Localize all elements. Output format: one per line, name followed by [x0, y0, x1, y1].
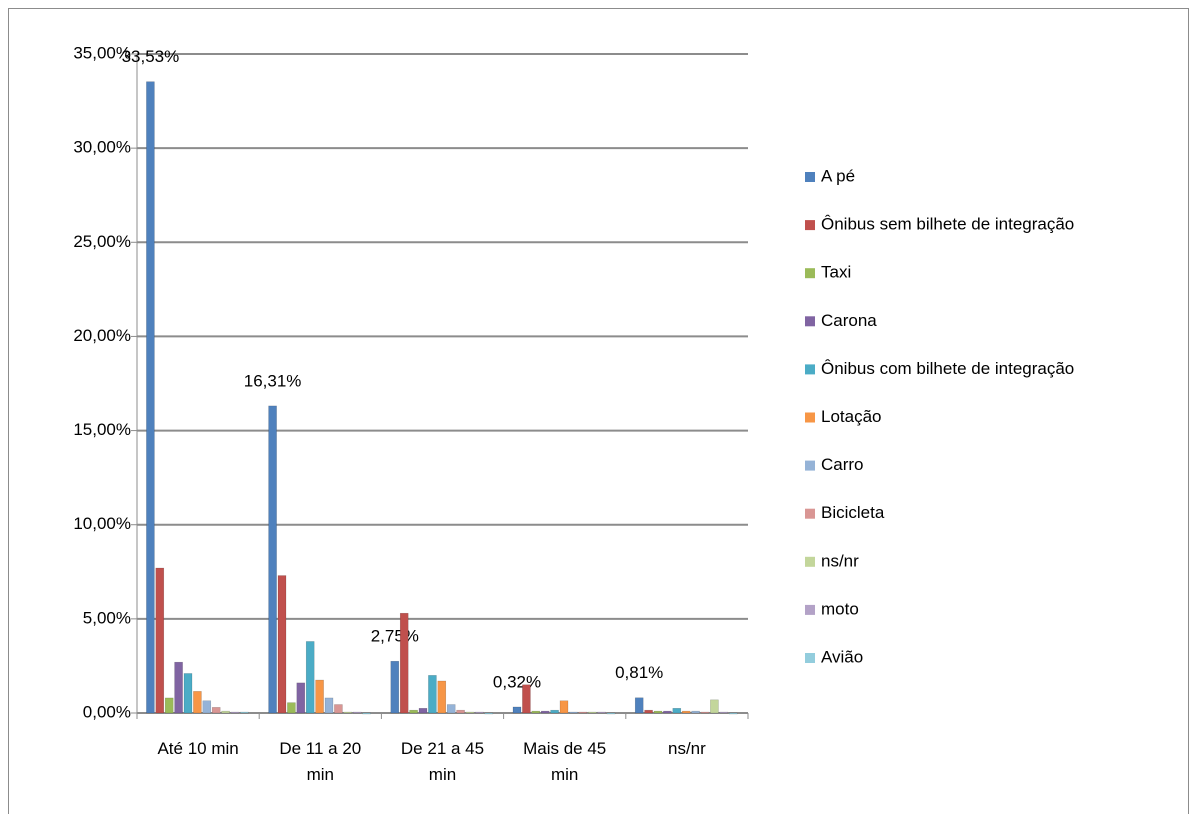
- legend-label: Bicicleta: [821, 503, 885, 522]
- bar: [559, 700, 569, 714]
- bar: [522, 684, 531, 714]
- y-tick-label: 35,00%: [73, 43, 131, 62]
- legend-label: Lotação: [821, 407, 882, 426]
- legend-label: Taxi: [821, 263, 851, 282]
- bar: [681, 710, 691, 714]
- bar: [202, 700, 212, 714]
- bar: [634, 697, 644, 714]
- legend-label: moto: [821, 599, 859, 618]
- bar: [362, 712, 371, 715]
- bar: [587, 711, 597, 714]
- bar: [550, 709, 559, 714]
- bar: [569, 711, 578, 714]
- bar: [287, 702, 296, 714]
- data-label: 0,81%: [615, 663, 663, 682]
- x-tick-label: De 11 a 20 min: [279, 739, 362, 784]
- bar: [540, 710, 550, 714]
- bar: [437, 680, 447, 714]
- bar: [221, 710, 230, 714]
- bar: [324, 697, 334, 714]
- y-tick-label: 0,00%: [83, 702, 131, 721]
- legend-label: Carona: [821, 311, 877, 330]
- legend-swatch: [805, 653, 815, 663]
- bar: [240, 711, 249, 714]
- bar: [700, 711, 710, 714]
- legend-label: Carro: [821, 455, 864, 474]
- bar: [399, 612, 409, 714]
- bar: [691, 710, 700, 714]
- bar: [710, 699, 719, 714]
- legend-label: A pé: [821, 166, 855, 185]
- bar: [334, 704, 343, 714]
- legend-swatch: [805, 460, 815, 471]
- bar: [719, 711, 729, 714]
- bar: [315, 679, 324, 714]
- bar: [663, 710, 672, 714]
- y-tick-label: 15,00%: [73, 420, 131, 439]
- bar: [390, 660, 400, 714]
- legend-swatch: [805, 604, 815, 615]
- bar: [418, 708, 428, 714]
- bar: [296, 682, 306, 714]
- x-tick-label: ns/nr: [667, 739, 706, 758]
- data-label: 2,75%: [371, 627, 419, 646]
- bar: [597, 711, 606, 714]
- bar: [230, 711, 240, 714]
- bar: [277, 575, 287, 714]
- legend-swatch: [805, 364, 815, 375]
- bar: [146, 81, 155, 714]
- y-tick-label: 5,00%: [83, 608, 131, 627]
- legend-swatch: [805, 508, 815, 519]
- legend-swatch: [805, 412, 815, 423]
- x-tick-label: Mais de 45 min: [523, 739, 607, 784]
- bar: [193, 691, 202, 714]
- data-label: 33,53%: [122, 47, 180, 66]
- bar: [446, 704, 456, 714]
- x-tick-label: De 21 a 45 min: [400, 739, 485, 784]
- bar: [268, 405, 277, 714]
- bar: [475, 711, 484, 714]
- bar: [174, 661, 183, 714]
- bar: [409, 709, 418, 714]
- y-tick-label: 20,00%: [73, 326, 131, 345]
- bar: [578, 711, 588, 714]
- bar: [155, 567, 165, 714]
- legend-swatch: [805, 172, 815, 182]
- legend-label: Ônibus com bilhete de integração: [821, 359, 1074, 378]
- bar: [512, 706, 522, 714]
- bar: [672, 708, 682, 714]
- y-tick-label: 30,00%: [73, 138, 131, 157]
- bar: [343, 711, 353, 714]
- legend-label: Avião: [821, 647, 863, 666]
- bar: [653, 710, 663, 714]
- legend-label: Ônibus sem bilhete de integração: [821, 215, 1074, 234]
- y-tick-label: 25,00%: [73, 232, 131, 251]
- legend-swatch: [805, 268, 815, 279]
- bar: [428, 675, 437, 714]
- bar: [305, 641, 315, 714]
- legend-swatch: [805, 316, 815, 327]
- legend-swatch: [805, 556, 815, 567]
- bar: [164, 697, 174, 714]
- bar: [606, 712, 616, 715]
- bar: [352, 711, 362, 714]
- bar: [183, 673, 193, 714]
- legend-swatch: [805, 220, 815, 231]
- bar: [456, 709, 465, 714]
- data-label: 0,32%: [493, 672, 541, 691]
- chart-border: [8, 8, 1189, 814]
- x-tick-label: Até 10 min: [157, 739, 239, 758]
- legend-label: ns/nr: [821, 551, 859, 570]
- bar: [484, 712, 494, 715]
- y-tick-label: 10,00%: [73, 514, 131, 533]
- data-label: 16,31%: [244, 371, 302, 390]
- bar: [211, 707, 221, 714]
- bar: [728, 712, 738, 715]
- bar: [465, 711, 475, 714]
- bar: [644, 709, 653, 714]
- bar: [531, 710, 541, 714]
